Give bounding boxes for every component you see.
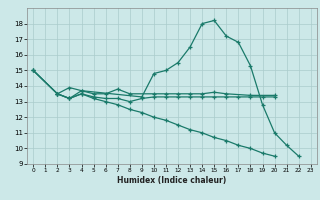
X-axis label: Humidex (Indice chaleur): Humidex (Indice chaleur)	[117, 176, 227, 185]
